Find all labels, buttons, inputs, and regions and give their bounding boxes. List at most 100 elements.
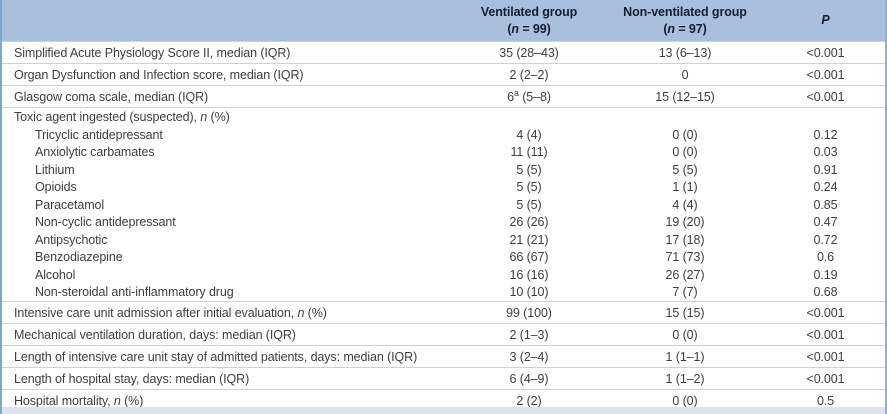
ventilated-value: 99 (100) [506, 305, 552, 320]
row-label: Opioids [35, 180, 77, 195]
table-row: Length of intensive care unit stay of ad… [2, 345, 885, 367]
col-header-ventilated: Ventilated group (n = 99) [454, 4, 604, 38]
p-value: 0.6 [816, 250, 835, 265]
row-label: Benzodiazepine [35, 250, 123, 265]
ventilated-value: 4 (4) [516, 127, 542, 142]
table-row: Simplified Acute Physiology Score II, me… [2, 41, 885, 63]
p-value: <0.001 [806, 327, 845, 342]
table-row: Non-steroidal anti-inflammatory drug 10 (… [2, 284, 885, 302]
non-ventilated-value: 5 (5) [672, 162, 698, 177]
non-ventilated-value: 13 (6–13) [658, 45, 712, 60]
ventilated-value: 6 (4–9) [509, 371, 549, 386]
ventilated-value: 6a (5–8) [507, 87, 551, 104]
table-row: Glasgow coma scale, median (IQR) 6a (5–8)… [2, 85, 885, 107]
ventilated-value: 35 (28–43) [499, 45, 559, 60]
row-label: Tricyclic antidepressant [35, 127, 163, 142]
row-label: Toxic agent ingested (suspected), n (%) [14, 110, 230, 124]
row-label: Alcohol [35, 267, 76, 282]
p-value: 0.24 [813, 180, 838, 195]
ventilated-value: 2 (2–2) [509, 67, 549, 82]
row-label: Mechanical ventilation duration, days: m… [14, 327, 296, 342]
p-value: 0.91 [813, 162, 838, 177]
table-body: Simplified Acute Physiology Score II, me… [2, 41, 885, 407]
row-label: Simplified Acute Physiology Score II, me… [14, 45, 291, 60]
non-ventilated-value: 0 (0) [672, 127, 698, 142]
table-row: Non-cyclic antidepressant 26 (26) 19 (20) 0… [2, 214, 885, 232]
row-label: Length of intensive care unit stay of ad… [14, 349, 418, 364]
table-row: Hospital mortality, n (%) 2 (2) 0 (0) 0.5 [2, 389, 885, 407]
table-row: Organ Dysfunction and Infection score, m… [2, 63, 885, 85]
ventilated-value: 5 (5) [516, 162, 542, 177]
p-value: <0.001 [806, 67, 845, 82]
ventilated-value: 2 (2) [516, 393, 542, 408]
table-row: Length of hospital stay, days: median (I… [2, 367, 885, 389]
col-header-ventilated-title: Ventilated group [480, 4, 578, 19]
ventilated-value: 2 (1–3) [509, 327, 549, 342]
table-row: Lithium 5 (5) 5 (5) 0.91 [2, 161, 885, 179]
row-label: Antipsychotic [35, 232, 108, 247]
table-row: Alcohol 16 (16) 26 (27) 0.19 [2, 266, 885, 284]
ventilated-value: 5 (5) [516, 197, 542, 212]
p-value: 0.12 [813, 127, 838, 142]
table-row: Intensive care unit admission after init… [2, 301, 885, 323]
col-header-ventilated-n: (n = 99) [507, 21, 551, 36]
table-row: Mechanical ventilation duration, days: m… [2, 323, 885, 345]
ventilated-value: 11 (11) [510, 145, 548, 160]
ventilated-value: 10 (10) [509, 285, 549, 300]
p-value: <0.001 [806, 89, 845, 104]
table-row: Tricyclic antidepressant 4 (4) 0 (0) 0.12 [2, 126, 885, 144]
non-ventilated-value: 15 (15) [665, 305, 705, 320]
p-value: 0.19 [813, 267, 838, 282]
row-label: Glasgow coma scale, median (IQR) [14, 89, 209, 104]
p-value: <0.001 [806, 349, 845, 364]
table-header: Ventilated group (n = 99) Non-ventilated… [2, 0, 885, 41]
table-row: Anxiolytic carbamates 11 (11) 0 (0) 0.03 [2, 144, 885, 162]
table-row: Antipsychotic 21 (21) 17 (18) 0.72 [2, 231, 885, 249]
non-ventilated-value: 0 (0) [672, 327, 698, 342]
non-ventilated-value: 7 (7) [672, 285, 698, 300]
non-ventilated-value: 26 (27) [665, 267, 705, 282]
row-label: Intensive care unit admission after init… [14, 305, 327, 320]
non-ventilated-value: 17 (18) [665, 232, 705, 247]
row-label: Non-cyclic antidepressant [35, 215, 176, 230]
non-ventilated-value: 71 (73) [665, 250, 705, 265]
p-value: <0.001 [806, 45, 845, 60]
ventilated-value: 5 (5) [516, 180, 542, 195]
ventilated-value: 16 (16) [509, 267, 549, 282]
col-header-non-ventilated-n: (n = 97) [663, 21, 707, 36]
non-ventilated-value: 19 (20) [665, 215, 705, 230]
p-value: 0.03 [813, 145, 838, 160]
non-ventilated-value: 0 [681, 67, 689, 82]
ventilated-value: 26 (26) [509, 215, 549, 230]
table-row: Opioids 5 (5) 1 (1) 0.24 [2, 179, 885, 197]
p-value: <0.001 [806, 371, 845, 386]
non-ventilated-value: 1 (1) [672, 180, 698, 195]
table-row: Toxic agent ingested (suspected), n (%) [2, 107, 885, 126]
col-header-non-ventilated: Non-ventilated group (n = 97) [604, 4, 766, 38]
non-ventilated-value: 1 (1–1) [665, 349, 705, 364]
p-value: 0.5 [816, 393, 835, 408]
row-label: Hospital mortality, n (%) [14, 393, 144, 408]
col-header-p-title: P [821, 13, 830, 28]
table-row: Benzodiazepine 66 (67) 71 (73) 0.6 [2, 249, 885, 267]
p-value: 0.47 [813, 215, 838, 230]
row-label: Organ Dysfunction and Infection score, m… [14, 67, 304, 82]
ventilated-value: 66 (67) [509, 250, 549, 265]
row-label: Length of hospital stay, days: median (I… [14, 371, 250, 386]
p-value: 0.85 [813, 197, 838, 212]
p-value: 0.72 [813, 232, 838, 247]
ventilated-value: 21 (21) [509, 232, 549, 247]
non-ventilated-value: 1 (1–2) [665, 371, 705, 386]
ventilated-value: 3 (2–4) [509, 349, 549, 364]
table-row: Paracetamol 5 (5) 4 (4) 0.85 [2, 196, 885, 214]
col-header-non-ventilated-title: Non-ventilated group [623, 4, 747, 19]
non-ventilated-value: 4 (4) [672, 197, 698, 212]
table-bottom-bar [2, 407, 885, 414]
p-value: <0.001 [806, 305, 845, 320]
row-label: Lithium [35, 162, 75, 177]
non-ventilated-value: 0 (0) [672, 393, 698, 408]
non-ventilated-value: 0 (0) [672, 145, 698, 160]
non-ventilated-value: 15 (12–15) [655, 89, 715, 104]
p-value: 0.68 [813, 285, 838, 300]
